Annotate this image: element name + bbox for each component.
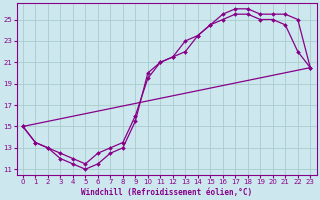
X-axis label: Windchill (Refroidissement éolien,°C): Windchill (Refroidissement éolien,°C) <box>81 188 252 197</box>
